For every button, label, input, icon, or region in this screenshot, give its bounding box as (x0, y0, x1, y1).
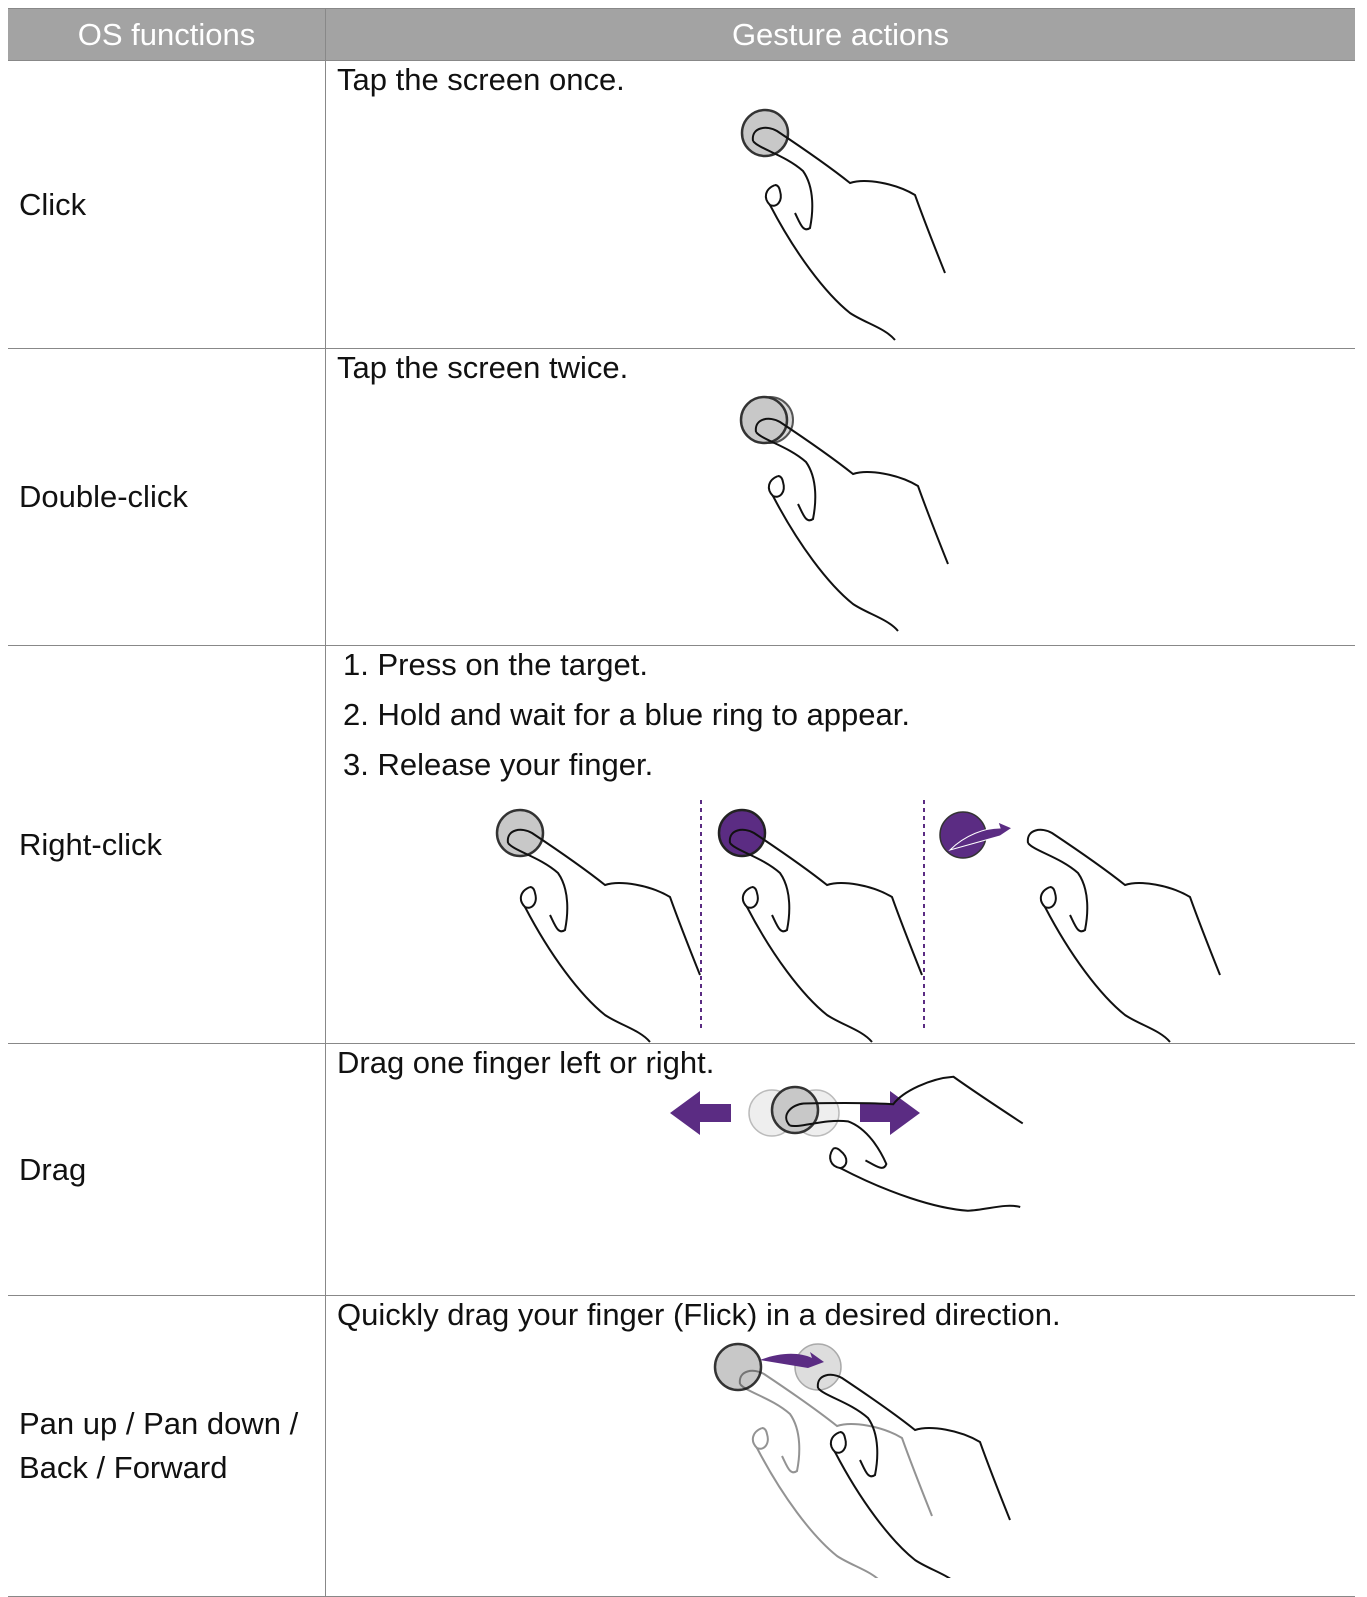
action-cell: 1. Press on the target. 2. Hold and wait … (326, 646, 1355, 1043)
action-text: 2. Hold and wait for a blue ring to appe… (343, 697, 910, 732)
function-cell: Click (8, 61, 326, 348)
table-row: Drag Drag one finger left or right. (8, 1044, 1355, 1296)
header-cell: OS functions (8, 9, 326, 60)
action-text: Drag one finger left or right. (337, 1045, 715, 1080)
table-row: Right-click 1. Press on the target. 2. Hol… (8, 646, 1355, 1044)
function-text: Double-click (19, 479, 188, 514)
function-cell: Double-click (8, 349, 326, 645)
table-header: OS functions Gesture actions (8, 9, 1355, 61)
function-cell: Pan up / Pan down / Back / Forward (8, 1296, 326, 1596)
action-cell: Tap the screen once. (326, 61, 1355, 348)
function-text: Drag (19, 1151, 87, 1187)
action-text: 1. Press on the target. (343, 647, 649, 682)
action-cell: Quickly drag your finger (Flick) in a de… (326, 1296, 1355, 1596)
function-text: Click (19, 186, 87, 222)
function-text: Back / Forward (19, 1450, 228, 1485)
action-cell: Tap the screen twice. (326, 349, 1355, 645)
action-cell: Drag one finger left or right. (326, 1044, 1355, 1295)
table-row: Double-click Tap the screen twice. (8, 349, 1355, 646)
function-text: Pan up / Pan down / (19, 1406, 299, 1441)
table-body: Click Tap the screen once. Double-click Tap… (8, 61, 1355, 1597)
action-text: 3. Release your finger. (343, 747, 654, 782)
table-row: Pan up / Pan down / Back / Forward Quickly… (8, 1296, 1355, 1597)
action-text: Tap the screen once. (337, 62, 625, 97)
table-row: Click Tap the screen once. (8, 61, 1355, 349)
header-cell: Gesture actions (731, 16, 950, 52)
action-text: Quickly drag your finger (Flick) in a de… (337, 1297, 1061, 1332)
function-cell: Right-click (8, 646, 326, 1043)
action-text: Tap the screen twice. (337, 350, 629, 385)
function-text: Right-click (19, 826, 162, 862)
gesture-table: OS functions Gesture actions Click Tap th… (8, 8, 1355, 1597)
function-cell: Drag (8, 1044, 326, 1295)
